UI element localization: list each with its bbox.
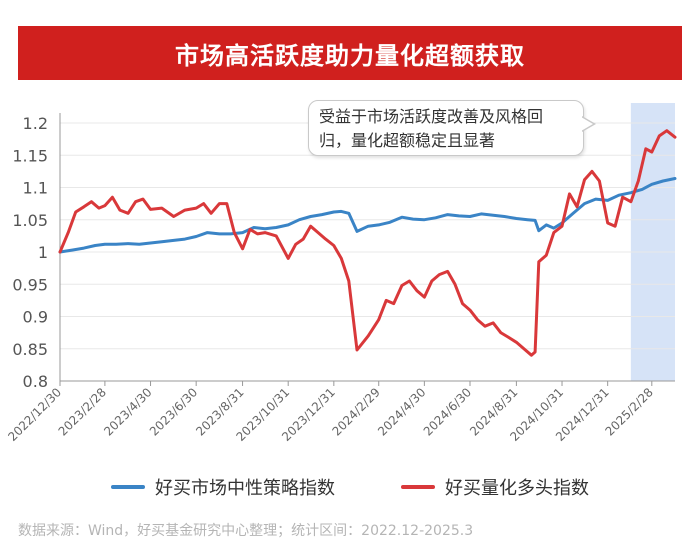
y-tick-label: 0.85 [12, 340, 48, 359]
x-tick-label: 2024/6/30 [421, 385, 474, 438]
y-tick-labels: 0.8 0.85 0.9 0.95 1 1.05 1.1 1.15 1.2 [12, 114, 48, 391]
gridlines [60, 122, 675, 350]
banner-title: 市场高活跃度助力量化超额获取 [18, 26, 682, 80]
chart-legend: 好买市场中性策略指数 好买量化多头指数 [0, 474, 700, 500]
y-tick-label: 0.8 [23, 372, 48, 391]
y-tick-label: 1.2 [23, 114, 48, 133]
legend-item-long: 好买量化多头指数 [401, 474, 589, 500]
x-tick-label: 2024/2/29 [329, 385, 382, 438]
series-line-neutral [58, 177, 677, 254]
y-tick-label: 1 [38, 243, 48, 262]
series-lines [58, 129, 677, 357]
highlight-band [630, 103, 675, 381]
legend-swatch-neutral [111, 485, 145, 489]
highlight-region [630, 103, 675, 381]
x-tick-label: 2023/4/30 [101, 385, 154, 438]
y-tick-label: 1.05 [12, 211, 48, 230]
legend-label-long: 好买量化多头指数 [445, 478, 589, 499]
annotation-callout: 受益于市场活跃度改善及风格回归，量化超额稳定且显著 [308, 100, 584, 156]
axes [59, 113, 675, 386]
y-tick-label: 1.15 [12, 146, 48, 165]
y-tick-label: 1.1 [23, 179, 48, 198]
y-tick-label: 0.95 [12, 275, 48, 294]
x-tick-label: 2025/2/28 [603, 385, 656, 438]
x-tick-label: 2023/6/30 [147, 385, 200, 438]
x-tick-label: 2024/4/30 [375, 385, 428, 438]
x-tick-label: 2023/2/28 [56, 385, 109, 438]
legend-label-neutral: 好买市场中性策略指数 [155, 478, 335, 499]
y-tick-label: 0.9 [23, 308, 48, 327]
data-source-note: 数据来源：Wind，好买基金研究中心整理；统计区间：2022.12-2025.3 [18, 523, 474, 539]
line-chart: 0.8 0.85 0.9 0.95 1 1.05 1.1 1.15 1.2 2022/12/30… [5, 103, 677, 444]
x-tick-label: 2022/12/30 [5, 385, 64, 444]
series-line-long [58, 129, 677, 357]
legend-swatch-long [401, 485, 435, 489]
callout-pointer-fill [581, 117, 593, 131]
legend-item-neutral: 好买市场中性策略指数 [111, 474, 335, 500]
